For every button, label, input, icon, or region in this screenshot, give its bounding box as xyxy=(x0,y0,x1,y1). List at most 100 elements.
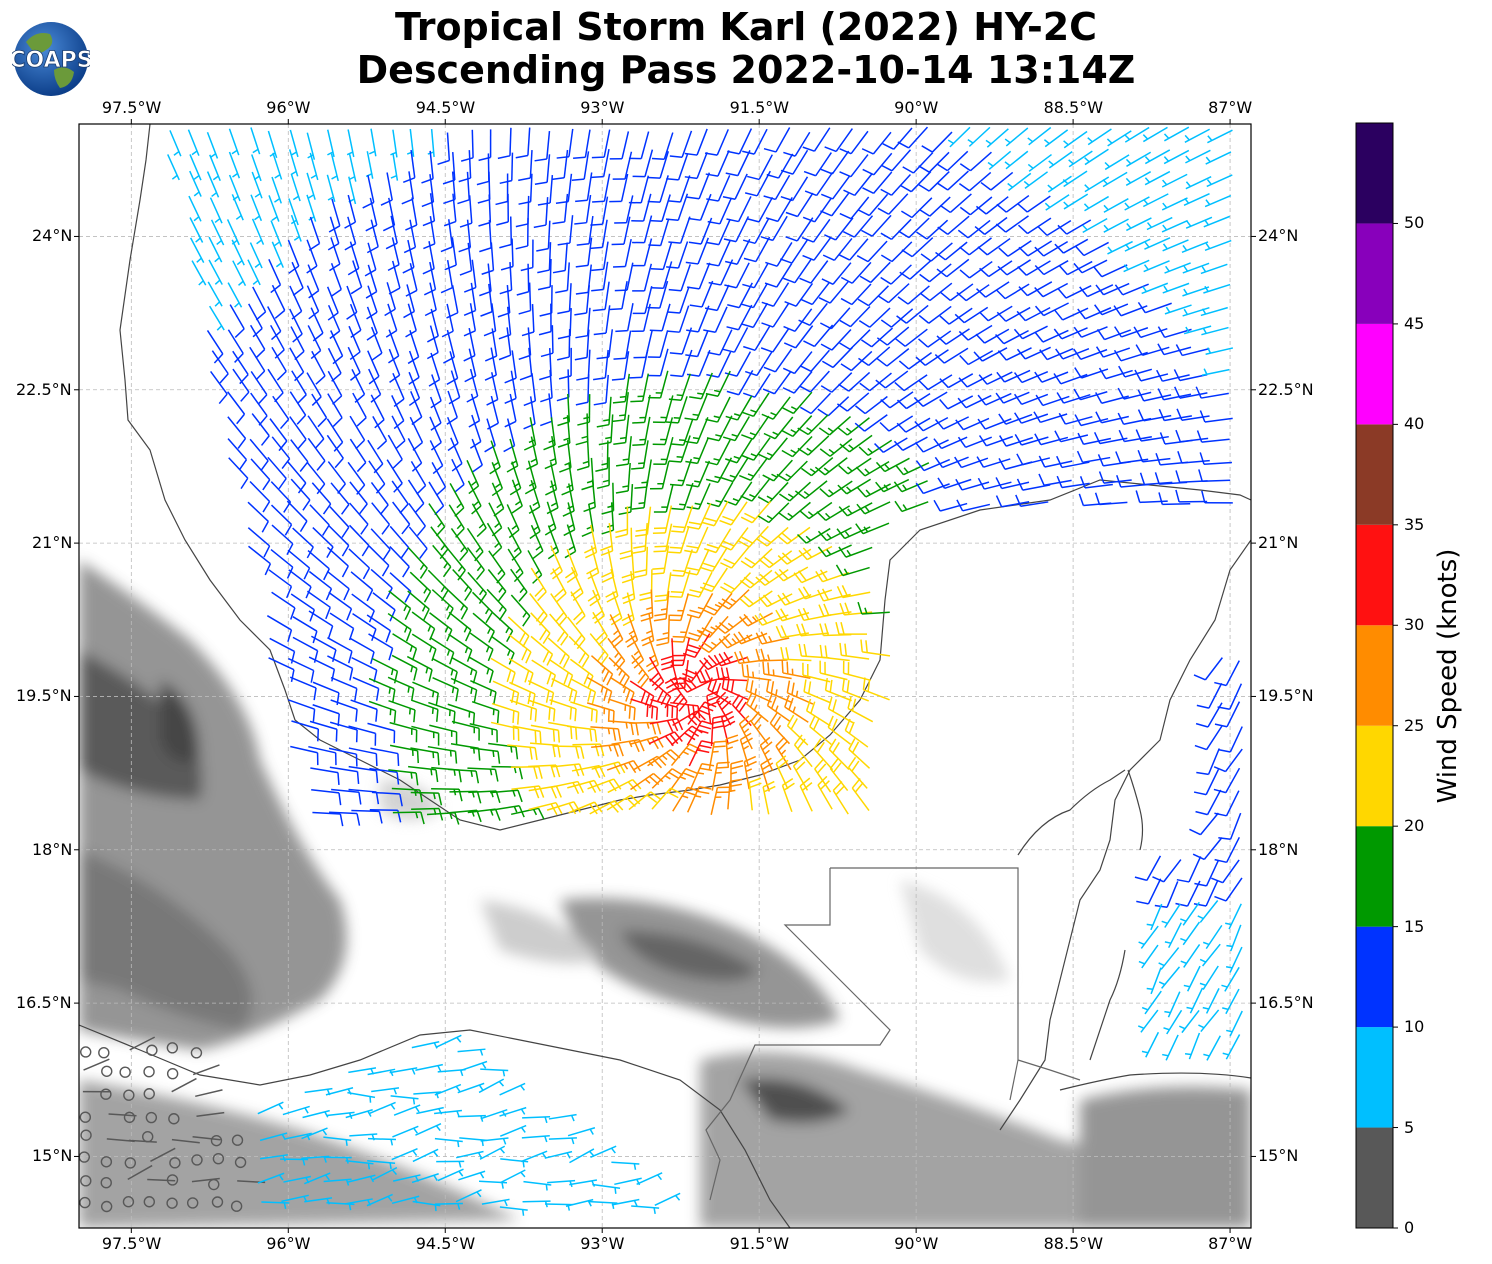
wind-barb-half-flag xyxy=(692,436,700,440)
wind-barb-staff xyxy=(605,374,609,403)
wind-barb-staff xyxy=(368,368,382,395)
wind-barb xyxy=(705,439,731,466)
wind-barb xyxy=(271,241,284,268)
wind-barb xyxy=(934,347,969,364)
wind-barb-half-flag xyxy=(1184,134,1190,141)
wind-barb-half-flag xyxy=(750,453,757,457)
wind-barb xyxy=(290,439,309,472)
wind-barb-flag xyxy=(350,329,362,339)
wind-barb-flag xyxy=(573,156,586,160)
wind-barb-flag xyxy=(861,229,873,237)
wind-barb-flag xyxy=(761,301,774,307)
wind-barb xyxy=(918,196,951,217)
wind-barb xyxy=(613,330,632,360)
wind-barb xyxy=(985,128,1009,148)
wind-barb xyxy=(431,462,447,496)
wind-barb-staff xyxy=(752,302,769,328)
wind-barb-staff xyxy=(775,127,791,153)
wind-barb-flag xyxy=(460,157,474,162)
wind-barb-staff xyxy=(491,303,497,332)
wind-barb-flag xyxy=(255,348,266,359)
wind-barb-flag xyxy=(978,311,989,322)
wind-barb xyxy=(977,418,1012,430)
wind-barb xyxy=(614,195,634,224)
wind-barb xyxy=(366,219,379,254)
wind-barb-flag xyxy=(977,246,988,256)
wind-barb-staff xyxy=(1042,395,1070,407)
wind-barb xyxy=(1077,432,1112,445)
wind-barb-staff xyxy=(210,371,228,395)
wind-barb xyxy=(821,346,854,369)
wind-barb-flag xyxy=(448,396,460,405)
wind-barb xyxy=(724,351,752,377)
wind-barb xyxy=(518,282,532,315)
wind-barb-flag xyxy=(576,465,590,471)
wind-barb-flag xyxy=(596,423,610,428)
wind-barb-flag xyxy=(1134,369,1142,382)
wind-barb-flag xyxy=(722,196,736,200)
wind-barb xyxy=(725,395,753,421)
wind-barb xyxy=(632,149,654,178)
wind-barb xyxy=(839,130,869,155)
wind-barb xyxy=(940,283,974,302)
wind-barb-flag xyxy=(558,375,572,380)
wind-barb xyxy=(591,241,609,272)
wind-barb-staff xyxy=(1204,417,1233,423)
wind-barb xyxy=(1114,283,1149,296)
wind-barb-staff xyxy=(735,216,750,242)
wind-barb-flag xyxy=(1135,429,1142,442)
wind-barb-staff xyxy=(947,373,974,389)
wind-barb xyxy=(801,218,831,243)
wind-barb-half-flag xyxy=(1186,220,1192,227)
wind-barb-flag xyxy=(440,287,453,294)
wind-barb xyxy=(784,283,814,307)
wind-barb xyxy=(897,126,929,149)
wind-barb-flag xyxy=(877,295,889,304)
wind-barb-staff xyxy=(756,351,773,376)
wind-barb-flag xyxy=(499,243,512,249)
wind-barb-flag xyxy=(959,206,971,216)
wind-barb-flag xyxy=(671,574,684,577)
wind-barb-staff xyxy=(809,370,830,393)
wind-barb-flag xyxy=(393,420,405,430)
wind-barb-staff xyxy=(232,350,249,376)
wind-barb-staff xyxy=(451,171,456,200)
wind-barb-flag xyxy=(651,157,665,160)
wind-barb-staff xyxy=(583,151,590,180)
wind-barb-staff xyxy=(1060,434,1089,443)
wind-barb xyxy=(839,154,869,178)
wind-barb-flag xyxy=(840,297,853,306)
wind-barb-staff xyxy=(945,328,970,345)
wind-barb xyxy=(1113,349,1148,362)
wind-barb-half-flag xyxy=(581,435,588,439)
wind-barb-staff xyxy=(367,439,384,465)
wind-barb xyxy=(722,173,748,200)
wind-barb-flag xyxy=(667,330,680,333)
wind-barb-staff xyxy=(701,280,714,308)
wind-barb xyxy=(706,415,733,442)
wind-barb xyxy=(874,437,908,453)
wind-barb-flag xyxy=(1077,432,1085,445)
wind-barb xyxy=(933,436,968,450)
wind-barb-flag xyxy=(459,222,473,228)
wind-barb-flag xyxy=(1176,408,1183,421)
wind-barb xyxy=(684,151,708,180)
wind-barb xyxy=(939,193,972,214)
wind-barb-flag xyxy=(422,220,435,227)
wind-barb-staff xyxy=(468,348,477,377)
wind-barb xyxy=(918,151,950,173)
wind-barb-flag xyxy=(476,180,490,186)
wind-barb xyxy=(1176,408,1210,421)
wind-barb xyxy=(779,239,809,264)
wind-barb-flag xyxy=(1013,372,1023,383)
wind-barb-flag xyxy=(523,423,536,430)
wind-barb-flag xyxy=(996,371,1006,383)
wind-barb xyxy=(632,263,653,292)
wind-barb xyxy=(1018,281,1053,297)
wind-barb xyxy=(451,458,465,493)
wind-barb-flag xyxy=(591,268,604,272)
wind-barb-half-flag xyxy=(214,301,221,307)
wind-barb-half-flag xyxy=(195,237,201,243)
wind-barb-half-flag xyxy=(771,473,778,478)
wind-barb xyxy=(936,150,969,172)
